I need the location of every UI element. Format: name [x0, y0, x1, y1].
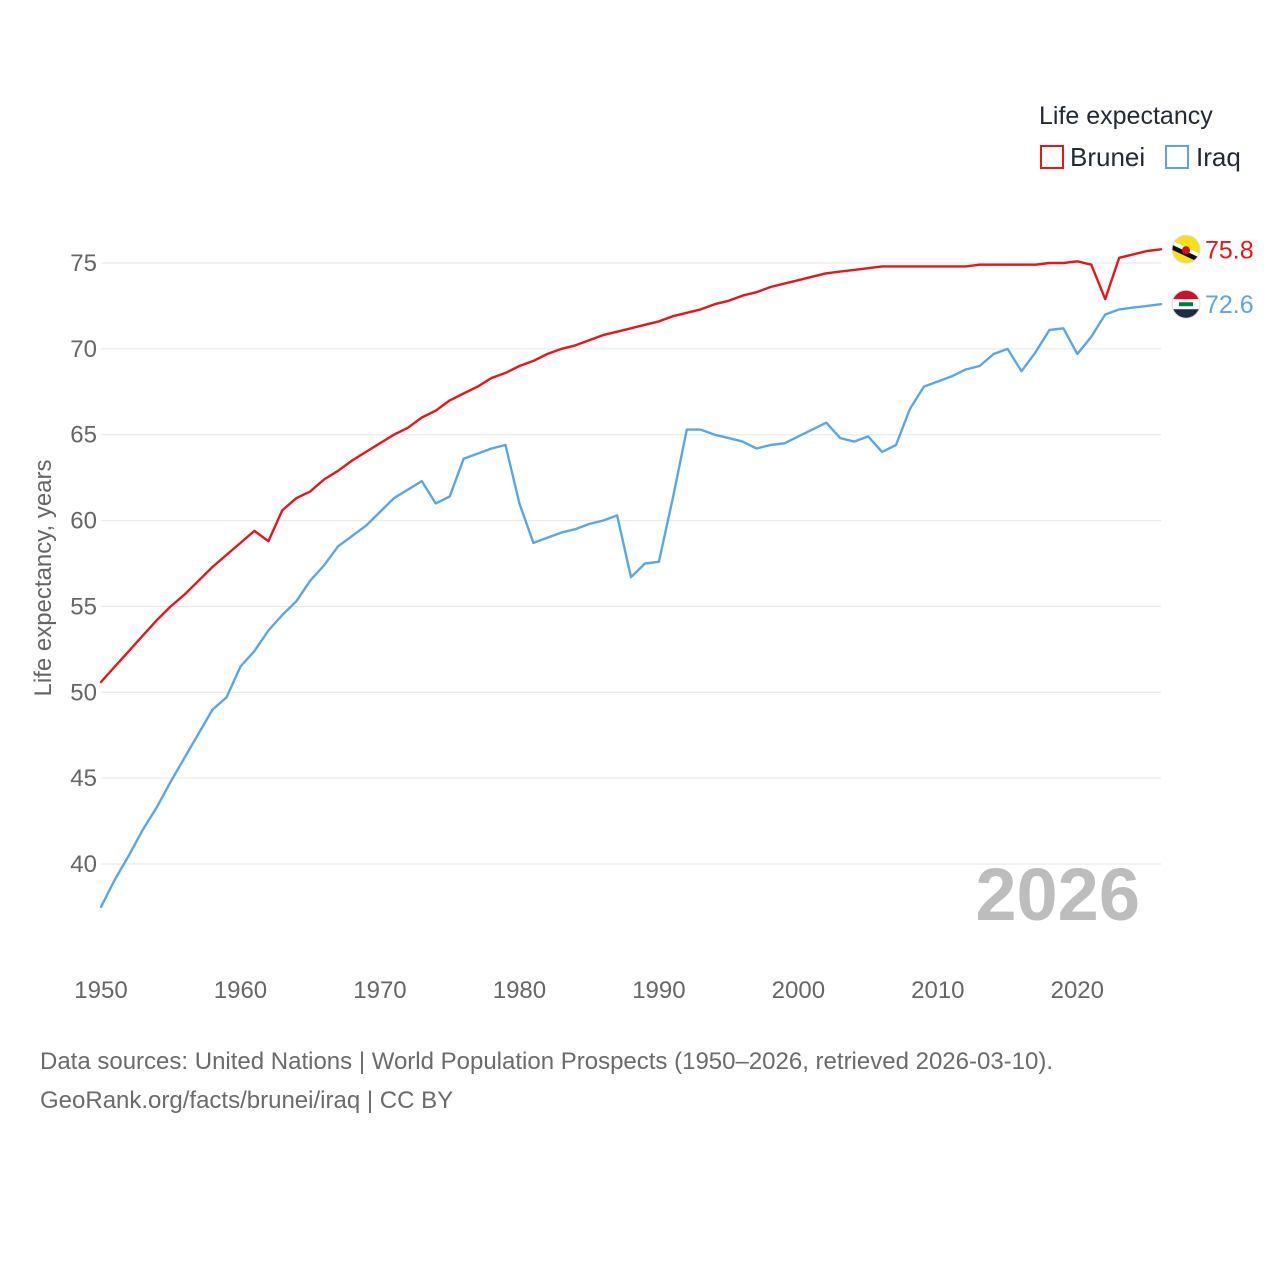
y-axis-label: Life expectancy, years [30, 459, 57, 696]
x-tick-label: 2020 [1051, 977, 1104, 1004]
gridlines [101, 262, 1161, 865]
x-tick-label: 1980 [493, 977, 546, 1004]
legend-label-iraq[interactable]: Iraq [1196, 142, 1241, 172]
legend-swatch-iraq[interactable] [1165, 145, 1189, 169]
x-tick-label: 1970 [353, 977, 406, 1004]
legend: Life expectancy Brunei Iraq [1039, 102, 1241, 172]
x-axis-ticks: 1950 1960 1970 1980 1990 2000 2010 2020 [74, 977, 1104, 1004]
series-line-brunei[interactable] [99, 248, 1163, 684]
y-tick-label: 45 [70, 765, 97, 792]
legend-title: Life expectancy [1039, 102, 1213, 130]
y-tick-label: 50 [70, 679, 97, 706]
y-tick-label: 55 [70, 593, 97, 620]
x-tick-label: 2010 [911, 977, 964, 1004]
legend-label-brunei[interactable]: Brunei [1070, 142, 1145, 172]
y-axis-ticks: 40 45 50 55 60 65 70 75 [70, 250, 97, 878]
y-tick-label: 75 [70, 250, 97, 277]
legend-swatch-brunei[interactable] [1040, 145, 1064, 169]
credit-link[interactable]: GeoRank.org/facts/brunei/iraq | CC BY [40, 1087, 454, 1114]
chart: 40 45 50 55 60 65 70 75 1950 1960 1970 1980 1990 200… [30, 102, 1254, 1004]
iraq-flag-icon [1171, 289, 1201, 319]
brunei-flag-icon [1171, 234, 1201, 264]
y-tick-label: 60 [70, 508, 97, 535]
series-end-markers: 75.8 72.6 [1171, 234, 1254, 319]
x-tick-label: 1960 [214, 977, 267, 1004]
data-sources-note: Data sources: United Nations | World Pop… [40, 1048, 1054, 1075]
end-value-label-iraq: 72.6 [1205, 291, 1254, 319]
x-tick-label: 1950 [74, 977, 127, 1004]
x-tick-label: 2000 [772, 977, 825, 1004]
end-value-label-brunei: 75.8 [1205, 236, 1254, 264]
y-tick-label: 40 [70, 851, 97, 878]
x-tick-label: 1990 [632, 977, 685, 1004]
series-lines [99, 248, 1163, 909]
footer: Data sources: United Nations | World Pop… [40, 1042, 1260, 1120]
series-line-iraq[interactable] [99, 303, 1163, 909]
y-tick-label: 70 [70, 336, 97, 363]
current-year-watermark: 2026 [975, 853, 1140, 936]
y-tick-label: 65 [70, 422, 97, 449]
